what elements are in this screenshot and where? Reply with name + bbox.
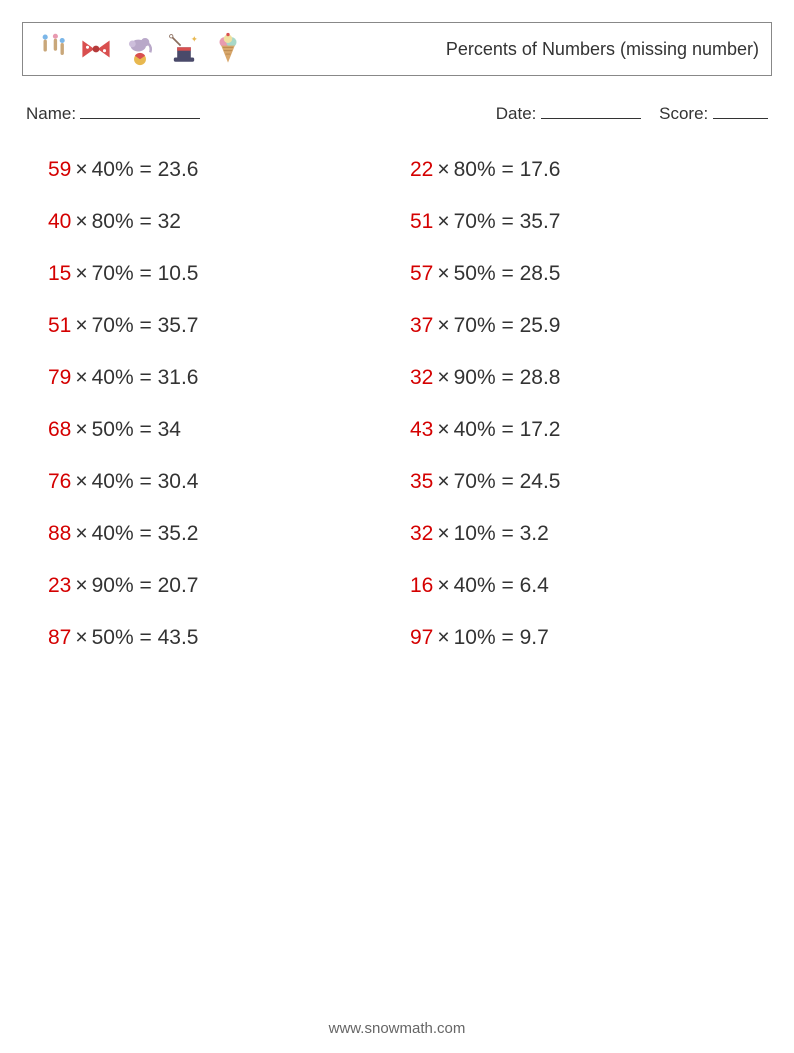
expression-rest: ×70% = 35.7	[433, 210, 560, 233]
footer-url: www.snowmath.com	[0, 1020, 794, 1037]
bowtie-icon	[79, 32, 113, 66]
worksheet-title: Percents of Numbers (missing number)	[446, 39, 759, 60]
juggling-icon	[35, 32, 69, 66]
expression-rest: ×70% = 10.5	[71, 262, 198, 285]
problem-left-6: 76×40% = 30.4	[48, 470, 410, 494]
expression-rest: ×90% = 20.7	[71, 574, 198, 597]
elephant-ball-icon	[123, 32, 157, 66]
expression-rest: ×70% = 25.9	[433, 314, 560, 337]
answer-value: 79	[48, 366, 71, 389]
expression-rest: ×10% = 9.7	[433, 626, 548, 649]
answer-value: 59	[48, 158, 71, 181]
problem-right-0: 22×80% = 17.6	[410, 158, 772, 182]
problem-left-2: 15×70% = 10.5	[48, 262, 410, 286]
problem-right-9: 97×10% = 9.7	[410, 626, 772, 650]
score-blank	[713, 105, 768, 119]
header-box: ✦ Percents of Numbers (missing number)	[22, 22, 772, 76]
answer-value: 35	[410, 470, 433, 493]
problem-right-4: 32×90% = 28.8	[410, 366, 772, 390]
expression-rest: ×40% = 23.6	[71, 158, 198, 181]
problem-left-1: 40×80% = 32	[48, 210, 410, 234]
answer-value: 51	[410, 210, 433, 233]
answer-value: 51	[48, 314, 71, 337]
expression-rest: ×40% = 30.4	[71, 470, 198, 493]
problem-left-3: 51×70% = 35.7	[48, 314, 410, 338]
magic-hat-icon: ✦	[167, 32, 201, 66]
problem-right-6: 35×70% = 24.5	[410, 470, 772, 494]
answer-value: 68	[48, 418, 71, 441]
problem-left-9: 87×50% = 43.5	[48, 626, 410, 650]
expression-rest: ×40% = 17.2	[433, 418, 560, 441]
svg-text:✦: ✦	[191, 34, 199, 44]
header-icon-row: ✦	[35, 32, 245, 66]
problem-right-7: 32×10% = 3.2	[410, 522, 772, 546]
answer-value: 43	[410, 418, 433, 441]
expression-rest: ×90% = 28.8	[433, 366, 560, 389]
expression-rest: ×10% = 3.2	[433, 522, 548, 545]
answer-value: 37	[410, 314, 433, 337]
expression-rest: ×70% = 24.5	[433, 470, 560, 493]
answer-value: 15	[48, 262, 71, 285]
name-label: Name:	[26, 104, 76, 124]
problem-left-7: 88×40% = 35.2	[48, 522, 410, 546]
problems-grid: 59×40% = 23.622×80% = 17.640×80% = 3251×…	[22, 158, 772, 650]
answer-value: 32	[410, 366, 433, 389]
worksheet-page: ✦ Percents of Numbers (missing number) N…	[0, 0, 794, 1053]
answer-value: 32	[410, 522, 433, 545]
name-blank	[80, 105, 200, 119]
date-blank	[541, 105, 641, 119]
answer-value: 88	[48, 522, 71, 545]
problem-left-0: 59×40% = 23.6	[48, 158, 410, 182]
meta-row: Name: Date: Score:	[22, 104, 772, 124]
answer-value: 40	[48, 210, 71, 233]
answer-value: 87	[48, 626, 71, 649]
expression-rest: ×80% = 17.6	[433, 158, 560, 181]
answer-value: 22	[410, 158, 433, 181]
expression-rest: ×80% = 32	[71, 210, 181, 233]
answer-value: 16	[410, 574, 433, 597]
problem-right-8: 16×40% = 6.4	[410, 574, 772, 598]
expression-rest: ×40% = 35.2	[71, 522, 198, 545]
answer-value: 23	[48, 574, 71, 597]
ice-cream-icon	[211, 32, 245, 66]
expression-rest: ×40% = 31.6	[71, 366, 198, 389]
problem-right-2: 57×50% = 28.5	[410, 262, 772, 286]
date-label: Date:	[496, 104, 537, 123]
answer-value: 76	[48, 470, 71, 493]
problem-left-5: 68×50% = 34	[48, 418, 410, 442]
expression-rest: ×50% = 28.5	[433, 262, 560, 285]
expression-rest: ×50% = 34	[71, 418, 181, 441]
problem-right-5: 43×40% = 17.2	[410, 418, 772, 442]
problem-left-8: 23×90% = 20.7	[48, 574, 410, 598]
score-field: Score:	[659, 104, 768, 124]
expression-rest: ×70% = 35.7	[71, 314, 198, 337]
answer-value: 57	[410, 262, 433, 285]
expression-rest: ×40% = 6.4	[433, 574, 548, 597]
problem-right-3: 37×70% = 25.9	[410, 314, 772, 338]
expression-rest: ×50% = 43.5	[71, 626, 198, 649]
problem-right-1: 51×70% = 35.7	[410, 210, 772, 234]
problem-left-4: 79×40% = 31.6	[48, 366, 410, 390]
score-label: Score:	[659, 104, 708, 123]
name-field: Name:	[26, 104, 200, 124]
date-field: Date:	[496, 104, 641, 124]
answer-value: 97	[410, 626, 433, 649]
